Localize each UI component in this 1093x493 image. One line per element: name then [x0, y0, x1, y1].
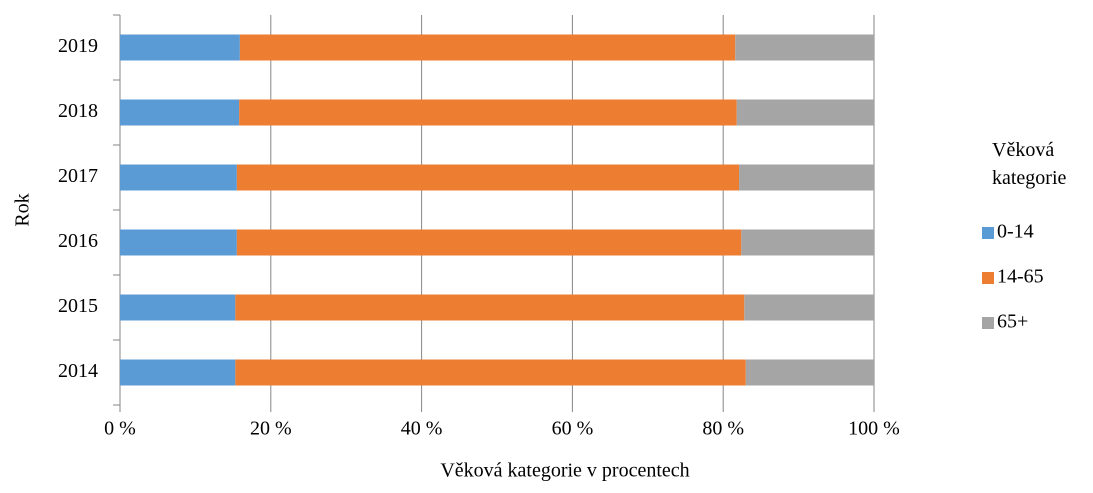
- legend-label: 65+: [997, 311, 1028, 333]
- legend-label: 0-14: [997, 221, 1034, 243]
- y-axis-label: Rok: [12, 193, 34, 226]
- y-tick-label: 2017: [58, 165, 98, 187]
- bar-segment: [120, 164, 237, 191]
- bar-segment: [235, 359, 746, 386]
- x-tick-label: 0 %: [104, 418, 136, 440]
- bar-segment: [120, 34, 240, 61]
- y-tick-label: 2018: [58, 100, 98, 122]
- bar-segment: [120, 229, 237, 256]
- bar-segment: [239, 34, 736, 61]
- y-tick-label: 2019: [58, 35, 98, 57]
- legend-label: 14-65: [997, 266, 1044, 288]
- bar-segment: [739, 164, 874, 191]
- legend-swatch: [982, 272, 994, 284]
- y-tick-label: 2015: [58, 295, 98, 317]
- x-tick-label: 60 %: [552, 418, 594, 440]
- legend-swatch: [982, 227, 994, 239]
- bar-segment: [736, 99, 874, 126]
- bar-segment: [735, 34, 874, 61]
- bar-segment: [236, 229, 742, 256]
- x-tick-label: 20 %: [250, 418, 292, 440]
- legend-title: Věková kategorie: [992, 139, 1067, 189]
- y-tick-label: 2016: [58, 230, 98, 252]
- bar-segment: [239, 99, 737, 126]
- x-axis-label: Věková kategorie v procentech: [440, 460, 689, 482]
- bar-segment: [120, 359, 236, 386]
- bar-segment: [745, 359, 874, 386]
- x-tick-label: 100 %: [848, 418, 900, 440]
- bar-segment: [744, 294, 874, 321]
- bar-segment: [236, 164, 740, 191]
- legend-swatch: [982, 317, 994, 329]
- bar-segment: [235, 294, 745, 321]
- bar-segment: [120, 99, 240, 126]
- bar-segment: [120, 294, 236, 321]
- y-tick-label: 2014: [58, 360, 98, 382]
- x-tick-label: 80 %: [702, 418, 744, 440]
- x-tick-label: 40 %: [401, 418, 443, 440]
- bar-segment: [741, 229, 874, 256]
